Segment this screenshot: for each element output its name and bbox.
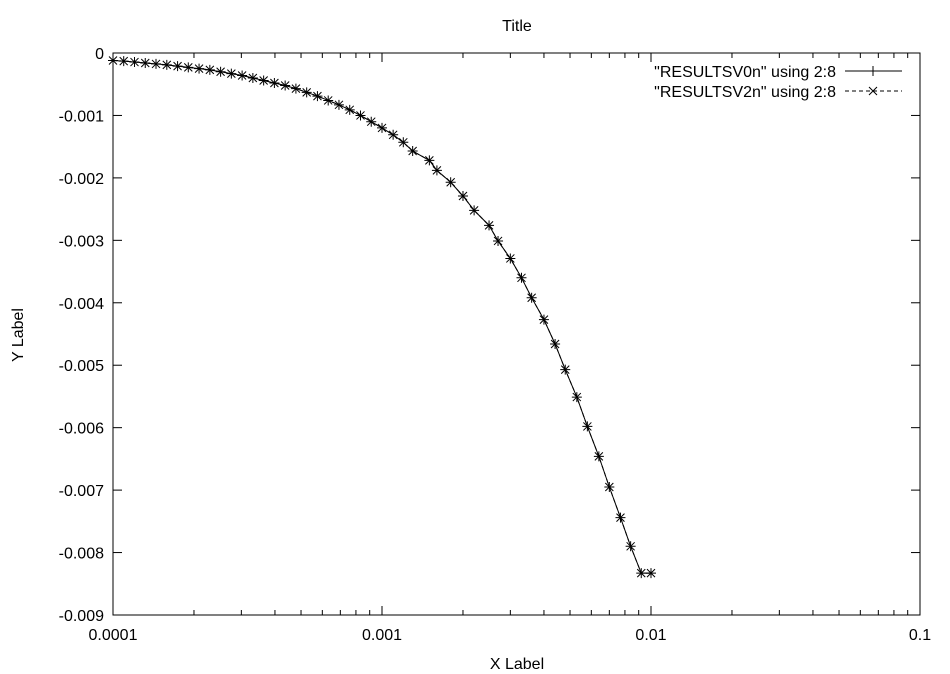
data-point-cross: [205, 65, 215, 75]
data-point-cross: [248, 73, 258, 83]
data-point-cross: [108, 56, 118, 65]
data-point-cross: [432, 166, 442, 175]
chart-title: Title: [502, 18, 532, 35]
data-point-cross: [425, 156, 434, 165]
data-point-cross: [484, 220, 494, 230]
data-point-cross: [493, 236, 503, 246]
y-tick-label: -0.005: [59, 358, 104, 375]
data-point-cross: [162, 60, 172, 70]
data-point-cross: [539, 315, 549, 324]
legend-marker-plus: [868, 66, 878, 76]
data-point-cross: [572, 392, 582, 402]
data-point-cross: [323, 96, 333, 105]
x-tick-label: 0.01: [635, 627, 666, 644]
data-point-cross: [616, 513, 625, 522]
y-tick-label: -0.006: [59, 421, 104, 438]
data-point-cross: [527, 293, 536, 303]
data-point-cross: [270, 78, 279, 88]
data-point-cross: [119, 56, 129, 66]
data-point-cross: [291, 84, 301, 93]
legend-entry-2: "RESULTSV2n" using 2:8: [654, 84, 902, 101]
data-point-cross: [140, 58, 150, 68]
legend: "RESULTSV0n" using 2:8 "RESULTSV2n" using…: [654, 64, 902, 101]
legend-label: "RESULTSV2n" using 2:8: [654, 84, 836, 101]
data-point-cross: [517, 273, 526, 283]
data-point-cross: [356, 111, 365, 120]
data-point-cross: [408, 146, 418, 156]
y-tick-label: -0.002: [59, 171, 104, 188]
legend-marker-cross: [868, 86, 878, 96]
series-line-2: [112, 59, 651, 574]
data-point-cross: [398, 137, 408, 147]
y-tick-label: -0.001: [59, 108, 104, 125]
y-tick-label: 0: [95, 46, 104, 63]
series-layer: [108, 55, 656, 579]
data-point-cross: [469, 206, 479, 215]
x-tick-label: 0.0001: [89, 627, 138, 644]
data-point-cross: [151, 59, 161, 69]
axes: 0 -0.001 -0.002 -0.003 -0.004 -0.005 -0.006 -0.…: [59, 46, 932, 644]
x-axis-label: X Label: [490, 656, 544, 673]
y-tick-label: -0.008: [59, 546, 104, 563]
data-point-cross: [302, 87, 312, 97]
data-point-cross: [130, 57, 139, 67]
data-point-cross: [237, 71, 247, 80]
data-point-cross: [388, 130, 398, 140]
data-point-cross: [458, 191, 468, 201]
data-point-cross: [560, 365, 570, 374]
data-point-cross: [173, 61, 182, 71]
data-point-cross: [594, 452, 604, 461]
y-tick-label: -0.007: [59, 483, 104, 500]
data-point-cross: [259, 76, 269, 85]
data-point-cross: [366, 117, 376, 127]
legend-entry-1: "RESULTSV0n" using 2:8: [654, 64, 902, 81]
series-line-1: [112, 59, 651, 574]
data-point-cross: [313, 91, 322, 101]
data-point-cross: [604, 482, 614, 492]
plot-frame: [112, 52, 921, 616]
data-point-cross: [226, 69, 236, 78]
data-point-cross: [345, 105, 355, 115]
data-point-cross: [636, 568, 646, 578]
data-point-cross: [216, 67, 225, 77]
x-tick-label: 0.001: [362, 627, 402, 644]
data-point-cross: [505, 254, 515, 263]
legend-label: "RESULTSV0n" using 2:8: [654, 64, 836, 81]
series-1: [108, 55, 656, 579]
data-point-cross: [377, 123, 387, 133]
data-point-cross: [334, 100, 344, 110]
data-point-cross: [446, 177, 456, 187]
data-point-cross: [194, 64, 204, 73]
y-tick-label: -0.004: [59, 296, 104, 313]
data-point-cross: [550, 339, 560, 349]
data-point-cross: [183, 63, 193, 72]
series-2: [108, 56, 656, 578]
data-point-cross: [280, 81, 290, 90]
data-point-cross: [646, 568, 656, 578]
y-axis-label: Y Label: [10, 308, 27, 362]
y-tick-label: -0.009: [59, 608, 104, 625]
data-point-cross: [626, 541, 635, 551]
data-point-cross: [583, 422, 592, 431]
y-tick-label: -0.003: [59, 233, 104, 250]
x-tick-label: 0.1: [909, 627, 931, 644]
